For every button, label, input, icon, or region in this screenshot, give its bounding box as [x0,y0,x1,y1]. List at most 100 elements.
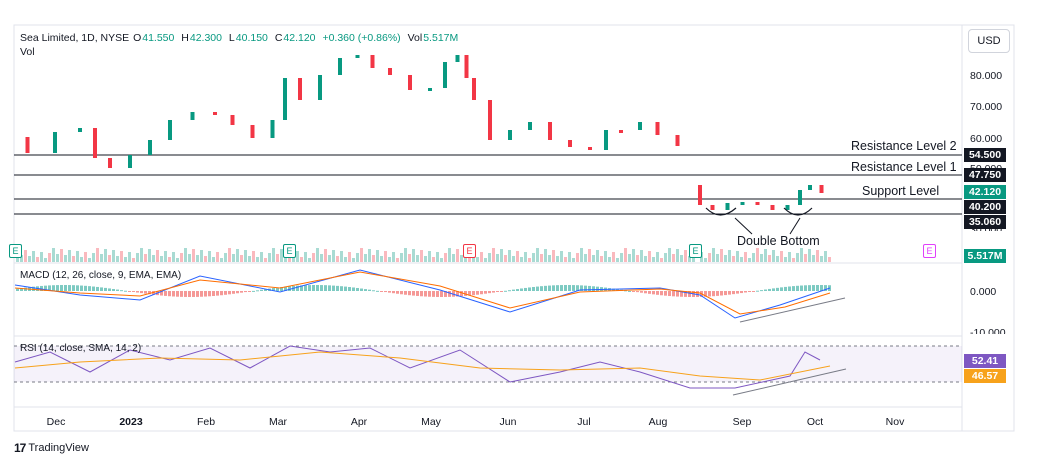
volume-bar [812,255,815,262]
macd-histogram-bar [288,286,291,291]
macd-histogram-bar [720,291,723,296]
double-bottom-arrow [734,217,753,235]
volume-bar [224,253,227,262]
macd-histogram-bar [728,291,731,295]
volume-bar [248,256,251,262]
macd-histogram-bar [380,291,383,292]
support-label: Support Level [862,184,940,198]
candle [230,115,235,125]
earnings-event-marker[interactable]: E [9,244,22,258]
macd-histogram-bar [368,289,371,291]
volume-bar [620,253,623,262]
tradingview-logo[interactable]: 17 TradingView [14,441,89,455]
earnings-event-marker[interactable]: E [463,244,476,258]
volume-bar [612,252,615,262]
volume-bar [364,254,367,262]
macd-histogram-bar [364,289,367,291]
macd-histogram-bar [384,291,387,293]
volume-bar [372,255,375,262]
macd-histogram-bar [240,291,243,293]
macd-histogram-bar [284,286,287,291]
candle [638,122,642,130]
volume-bar [244,250,247,262]
candle [298,78,302,100]
earnings-event-marker[interactable]: E [283,244,296,258]
time-axis-label: Apr [350,416,368,428]
volume-bar [824,251,827,262]
volume-bar [212,257,215,262]
time-axis-label: Dec [46,416,66,428]
macd-histogram-bar [756,290,759,292]
macd-histogram-bar [96,286,99,291]
volume-bar [84,252,87,262]
candle [755,202,760,205]
volume-bar [776,256,779,262]
macd-histogram-bar [204,291,207,297]
macd-histogram-bar [684,291,687,297]
macd-histogram-bar [576,285,579,291]
volume-bar [584,254,587,262]
rsi-legend[interactable]: RSI (14, close, SMA, 14, 2) [20,343,142,354]
earnings-event-marker[interactable]: E [689,244,702,258]
upcoming-event-marker[interactable]: E [923,244,936,258]
price-axis-label: 70.000 [970,101,1003,113]
macd-histogram-bar [592,286,595,291]
macd-histogram-bar [660,291,663,296]
volume-bar [548,255,551,262]
macd-histogram-bar [652,291,655,295]
macd-histogram-bar [208,291,211,297]
volume-bar [400,253,403,262]
volume-bar [596,250,599,262]
macd-histogram-bar [48,285,51,291]
volume-bar [368,249,371,262]
candle [355,55,360,58]
candle [655,122,660,135]
volume-bar [520,257,523,262]
volume-bar [384,251,387,262]
macd-histogram-bar [624,290,627,292]
candle [528,122,532,130]
macd-histogram-bar [480,291,483,295]
macd-histogram-bar [628,290,631,292]
volume-bar [420,250,423,262]
macd-histogram-bar [60,285,63,291]
symbol-name[interactable]: Sea Limited, 1D, NYSE [20,32,130,44]
volume-bar [408,254,411,262]
macd-legend[interactable]: MACD (12, 26, close, 9, EMA, EMA) [20,270,182,281]
macd-histogram-bar [616,289,619,291]
volume-bar [604,251,607,262]
low-value: 40.150 [235,32,268,44]
volume-bar [644,256,647,262]
current-price-tag: 42.120 [964,185,1006,199]
macd-histogram-bar [372,290,375,292]
volume-bar [100,254,103,262]
candle [819,185,824,193]
macd-histogram-bar [320,285,323,291]
macd-histogram-bar [16,288,19,291]
macd-histogram-bar [588,285,591,291]
macd-histogram-bar [820,285,823,291]
macd-histogram-bar [252,290,255,292]
volume-bar [220,258,223,262]
volume-bar [96,248,99,262]
macd-histogram-bar [228,291,231,295]
volume-bar [648,251,651,262]
volume-bar [468,256,471,262]
macd-histogram-bar [360,288,363,291]
currency-button[interactable]: USD [968,29,1010,53]
macd-histogram-bar [568,285,571,291]
candle [108,158,112,168]
volume-bar [424,256,427,262]
macd-histogram-bar [816,285,819,291]
volume-bar [600,256,603,262]
macd-histogram-bar [164,291,167,296]
candle [128,155,132,168]
volume-bar [488,253,491,262]
macd-histogram-bar [316,285,319,291]
macd-histogram-bar [528,287,531,291]
volume-bar [32,251,35,262]
volume-bar [260,252,263,262]
volume-bar [120,251,123,262]
volume-bar [564,257,567,262]
